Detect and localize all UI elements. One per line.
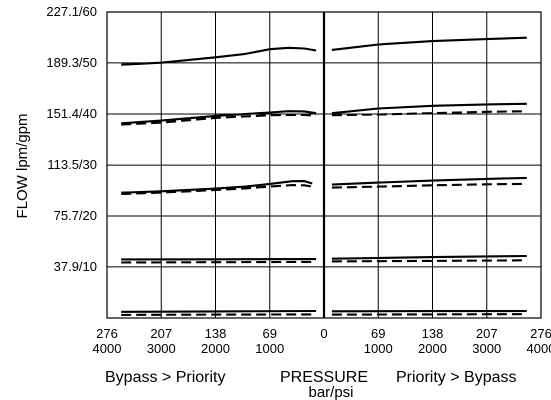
y-tick-label: 189.3/50	[46, 55, 97, 70]
y-axis-title: FLOW lpm/gpm	[14, 113, 31, 218]
x-tick-psi-label: 3000	[472, 341, 501, 356]
left-direction-label: Bypass > Priority	[105, 369, 225, 386]
series-line-15	[121, 309, 317, 313]
x-tick-psi-label: 4000	[527, 341, 551, 356]
right-direction-label: Priority > Bypass	[396, 369, 516, 386]
series-line-1	[121, 46, 317, 66]
series-line-16	[121, 313, 317, 316]
series-line-14	[331, 259, 527, 263]
x-tick-bar-label: 138	[205, 326, 227, 341]
y-tick-label: 151.4/40	[46, 106, 97, 121]
y-tick-label: 113.5/30	[47, 157, 97, 172]
x-tick-bar-label: 276	[96, 326, 118, 341]
series-line-6	[331, 110, 527, 117]
series-line-2	[331, 36, 527, 51]
x-axis-unit: bar/psi	[308, 384, 353, 400]
x-tick-psi-label: 2000	[201, 341, 230, 356]
x-tick-psi-label: 2000	[418, 341, 447, 356]
y-tick-label: 227.1/60	[46, 4, 97, 19]
x-tick-bar-label: 138	[422, 326, 444, 341]
x-tick-bar-label: 69	[371, 326, 385, 341]
y-axis-ticks: 37.9/10 75.7/20 113.5/30 151.4/40 189.3/50 22…	[46, 4, 97, 274]
x-tick-psi-label: 1000	[255, 341, 284, 356]
series-line-7	[121, 180, 313, 194]
series-line-13	[331, 254, 527, 260]
x-tick-bar-label: 276	[530, 326, 551, 341]
x-tick-bar-label: 0	[320, 326, 327, 341]
x-tick-bar-label: 207	[476, 326, 498, 341]
x-tick-bar-label: 69	[263, 326, 277, 341]
x-tick-bar-label: 207	[150, 326, 172, 341]
x-axis-title: PRESSURE	[280, 369, 368, 386]
y-tick-label: 37.9/10	[54, 259, 97, 274]
x-tick-psi-label: 1000	[364, 341, 393, 356]
x-tick-psi-label: 3000	[147, 341, 176, 356]
series-line-10	[331, 182, 527, 189]
series-line-18	[331, 313, 527, 316]
series-lines	[121, 36, 527, 316]
series-line-8	[121, 184, 313, 196]
x-tick-psi-label: 4000	[93, 341, 122, 356]
y-tick-label: 75.7/20	[54, 208, 97, 223]
series-line-3	[121, 110, 317, 125]
series-line-5	[331, 102, 527, 115]
plot-frame	[106, 11, 542, 319]
series-line-4	[121, 113, 317, 126]
series-line-12	[121, 260, 317, 264]
series-line-9	[331, 176, 527, 186]
